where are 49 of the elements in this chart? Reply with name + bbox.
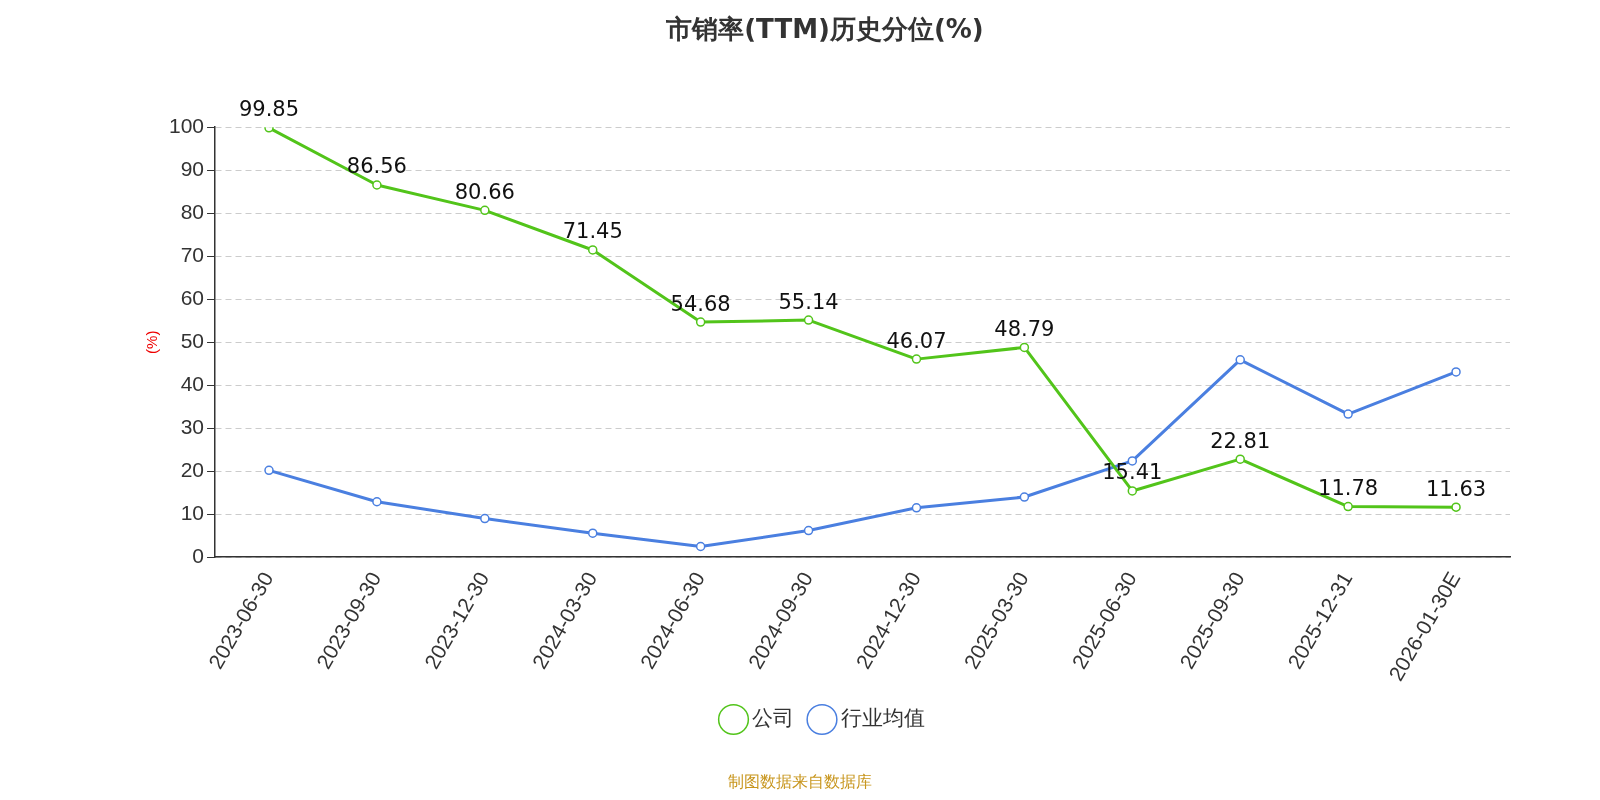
data-label: 54.68 xyxy=(670,291,731,316)
data-label: 80.66 xyxy=(454,179,515,204)
point xyxy=(372,180,382,190)
point xyxy=(372,497,382,507)
point xyxy=(1343,409,1353,419)
point xyxy=(480,205,490,216)
data-label: 11.78 xyxy=(1318,476,1379,501)
point xyxy=(1235,355,1245,365)
y-tick-label: 100 xyxy=(168,114,205,137)
point xyxy=(1235,454,1245,464)
y-tick-label: 70 xyxy=(180,243,205,267)
point xyxy=(587,245,598,255)
y-tick-label: 10 xyxy=(180,501,205,525)
point xyxy=(695,317,706,327)
y-tick-label: 40 xyxy=(180,372,205,396)
point xyxy=(695,541,706,552)
y-tick-label: 50 xyxy=(180,329,205,353)
point xyxy=(264,465,274,476)
data-label: 55.14 xyxy=(778,289,839,314)
y-tick-label: 20 xyxy=(180,458,205,482)
legend-label: 公司 xyxy=(752,706,794,730)
data-label: 11.63 xyxy=(1425,476,1487,501)
point xyxy=(1451,502,1461,512)
data-label: 48.79 xyxy=(994,316,1055,341)
point xyxy=(803,525,814,536)
point xyxy=(1019,342,1030,353)
data-label: 99.85 xyxy=(238,97,300,122)
point xyxy=(480,513,490,524)
point xyxy=(911,503,922,513)
point xyxy=(1343,501,1353,512)
y-tick-label: 80 xyxy=(180,200,205,224)
chart-title: 市销率(TTM)历史分位(%) xyxy=(665,14,984,45)
point xyxy=(1127,486,1138,496)
data-label: 86.56 xyxy=(346,154,407,179)
point xyxy=(587,528,598,538)
y-tick-label: 60 xyxy=(180,286,205,310)
point xyxy=(1451,367,1461,377)
legend-label: 行业均值 xyxy=(840,706,925,730)
data-label: 46.07 xyxy=(886,328,947,353)
y-tick-label: 0 xyxy=(192,544,205,568)
text: 制图数据来自数据库 xyxy=(727,772,873,793)
y-tick-label: 30 xyxy=(180,415,205,439)
y-axis-title: (%) xyxy=(143,330,161,354)
y-tick-label: 90 xyxy=(180,157,205,180)
data-label: 22.81 xyxy=(1210,428,1271,453)
point xyxy=(911,354,922,364)
point xyxy=(803,315,814,325)
data-label: 71.45 xyxy=(562,219,623,244)
point xyxy=(1019,492,1030,502)
